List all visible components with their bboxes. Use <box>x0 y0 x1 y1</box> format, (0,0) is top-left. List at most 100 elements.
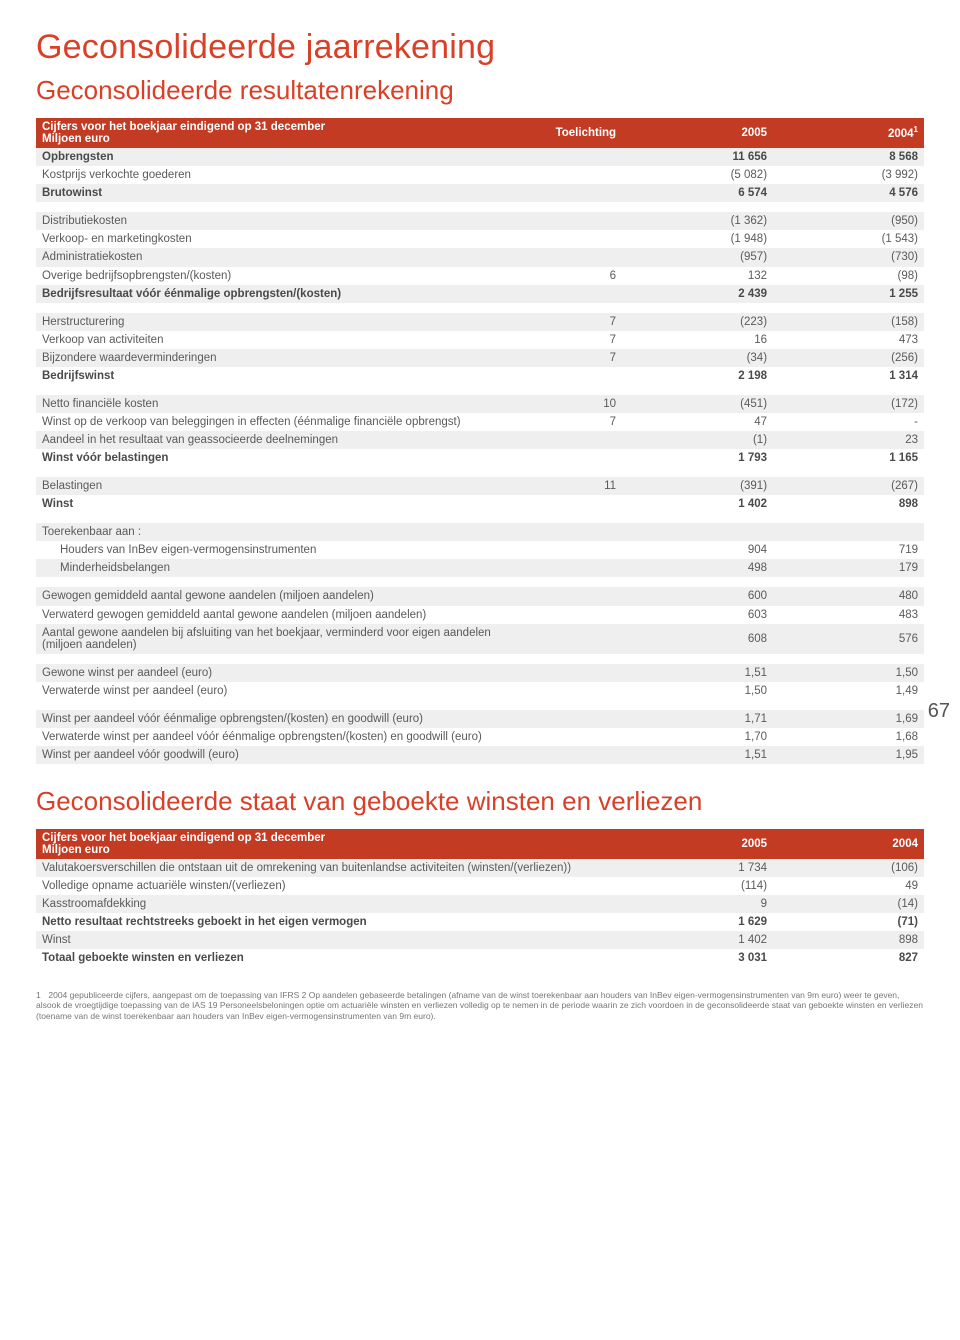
table-header-row: Cijfers voor het boekjaar eindigend op 3… <box>36 118 924 148</box>
table-row: Overige bedrijfsopbrengsten/(kosten)6132… <box>36 267 924 285</box>
table-row: Bedrijfsresultaat vóór éénmalige opbreng… <box>36 285 924 303</box>
row-label: Winst op de verkoop van beleggingen in e… <box>36 413 524 431</box>
row-note <box>524 710 622 728</box>
row-label: Netto resultaat rechtstreeks geboekt in … <box>36 913 622 931</box>
row-label: Distributiekosten <box>36 212 524 230</box>
row-y2004: (730) <box>773 248 924 266</box>
row-note: 11 <box>524 477 622 495</box>
table-row: Gewone winst per aandeel (euro)1,511,50 <box>36 664 924 682</box>
row-y2004: 1,69 <box>773 710 924 728</box>
header-label: Cijfers voor het boekjaar eindigend op 3… <box>36 118 524 148</box>
row-y2005: 132 <box>622 267 773 285</box>
row-y2004: 483 <box>773 606 924 624</box>
recognised-gains-table: Cijfers voor het boekjaar eindigend op 3… <box>36 829 924 968</box>
row-y2004: (14) <box>773 895 924 913</box>
row-label: Toerekenbaar aan : <box>36 523 524 541</box>
row-y2005: 1,70 <box>622 728 773 746</box>
row-y2005: 600 <box>622 587 773 605</box>
row-y2005: 47 <box>622 413 773 431</box>
row-note <box>524 541 622 559</box>
row-note: 7 <box>524 349 622 367</box>
row-label: Bedrijfsresultaat vóór éénmalige opbreng… <box>36 285 524 303</box>
table-row: Gewogen gemiddeld aantal gewone aandelen… <box>36 587 924 605</box>
row-label: Valutakoersverschillen die ontstaan uit … <box>36 859 622 877</box>
row-y2004: 8 568 <box>773 148 924 166</box>
row-label: Winst <box>36 495 524 513</box>
row-label: Gewogen gemiddeld aantal gewone aandelen… <box>36 587 524 605</box>
row-y2005: 6 574 <box>622 184 773 202</box>
income-statement-table: Cijfers voor het boekjaar eindigend op 3… <box>36 118 924 764</box>
row-note <box>524 285 622 303</box>
row-y2005: (1) <box>622 431 773 449</box>
header2-y2005: 2005 <box>622 829 773 859</box>
row-y2004: 1 314 <box>773 367 924 385</box>
header2-label: Cijfers voor het boekjaar eindigend op 3… <box>36 829 622 859</box>
spacer-row <box>36 513 924 523</box>
row-label: Houders van InBev eigen-vermogensinstrum… <box>36 541 524 559</box>
row-y2004: 1,50 <box>773 664 924 682</box>
row-y2005: 603 <box>622 606 773 624</box>
table-row: Winst op de verkoop van beleggingen in e… <box>36 413 924 431</box>
row-y2005: 3 031 <box>622 949 773 967</box>
row-y2005: 1,50 <box>622 682 773 700</box>
row-label: Bijzondere waardeverminderingen <box>36 349 524 367</box>
row-y2004: (3 992) <box>773 166 924 184</box>
table-row: Winst1 402898 <box>36 931 924 949</box>
header2-label-l1: Cijfers voor het boekjaar eindigend op 3… <box>42 832 616 844</box>
row-y2005: 498 <box>622 559 773 577</box>
page-title: Geconsolideerde jaarrekening <box>36 28 924 67</box>
row-y2004: (256) <box>773 349 924 367</box>
row-note <box>524 367 622 385</box>
row-y2005: 608 <box>622 624 773 654</box>
row-note: 10 <box>524 395 622 413</box>
row-note <box>524 431 622 449</box>
header-y2004-text: 2004 <box>888 128 914 140</box>
row-note: 7 <box>524 313 622 331</box>
table-row: Opbrengsten11 6568 568 <box>36 148 924 166</box>
row-y2005: (34) <box>622 349 773 367</box>
row-label: Winst vóór belastingen <box>36 449 524 467</box>
header-note-col: Toelichting <box>524 118 622 148</box>
row-note <box>524 449 622 467</box>
row-y2004: 23 <box>773 431 924 449</box>
row-y2004: 898 <box>773 495 924 513</box>
footnote: 1 2004 gepubliceerde cijfers, aangepast … <box>36 990 924 1022</box>
row-y2004: 4 576 <box>773 184 924 202</box>
row-y2004: 1 255 <box>773 285 924 303</box>
row-label: Verkoop van activiteiten <box>36 331 524 349</box>
table-row: Bedrijfswinst2 1981 314 <box>36 367 924 385</box>
row-label: Winst per aandeel vóór éénmalige opbreng… <box>36 710 524 728</box>
row-y2004: 1,49 <box>773 682 924 700</box>
row-note: 7 <box>524 413 622 431</box>
row-label: Administratiekosten <box>36 248 524 266</box>
row-y2005: 1,51 <box>622 664 773 682</box>
row-label: Brutowinst <box>36 184 524 202</box>
spacer-row <box>36 202 924 212</box>
row-y2005 <box>622 523 773 541</box>
row-y2004: 480 <box>773 587 924 605</box>
row-y2005: (957) <box>622 248 773 266</box>
row-y2004: (1 543) <box>773 230 924 248</box>
row-label: Verwaterde winst per aandeel (euro) <box>36 682 524 700</box>
table-row: Verwaterde winst per aandeel (euro) 1,501… <box>36 682 924 700</box>
row-note <box>524 184 622 202</box>
row-y2004: 1,68 <box>773 728 924 746</box>
row-y2005: 1 734 <box>622 859 773 877</box>
row-y2005: 1 402 <box>622 495 773 513</box>
table-row: Netto resultaat rechtstreeks geboekt in … <box>36 913 924 931</box>
row-y2005: 1,51 <box>622 746 773 764</box>
row-y2004: (950) <box>773 212 924 230</box>
table-row: Kasstroomafdekking9(14) <box>36 895 924 913</box>
page-number: 67 <box>928 700 950 723</box>
table-row: Belastingen11(391)(267) <box>36 477 924 495</box>
row-y2004: 179 <box>773 559 924 577</box>
spacer-row <box>36 467 924 477</box>
row-y2005: (451) <box>622 395 773 413</box>
row-note <box>524 728 622 746</box>
table-row: Winst vóór belastingen1 7931 165 <box>36 449 924 467</box>
row-note <box>524 495 622 513</box>
table-row: Netto financiële kosten10(451)(172) <box>36 395 924 413</box>
footnote-marker: 1 <box>36 990 46 1001</box>
row-note <box>524 523 622 541</box>
row-y2005: 1 402 <box>622 931 773 949</box>
